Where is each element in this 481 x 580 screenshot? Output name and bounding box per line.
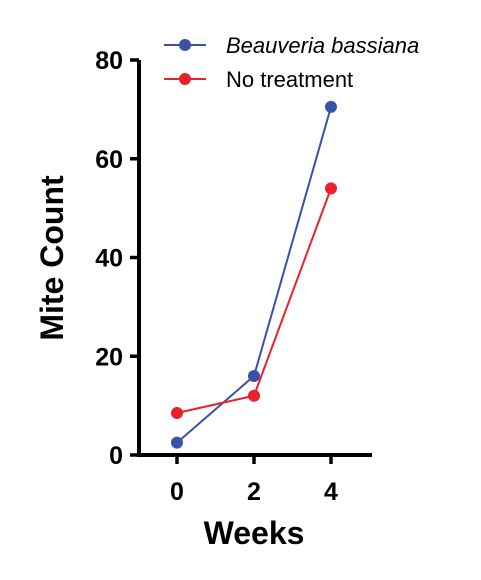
data-point-beauveria-bassiana bbox=[248, 370, 260, 382]
legend-item-beauveria: Beauveria bassiana bbox=[164, 33, 419, 58]
y-tick-label: 60 bbox=[95, 146, 123, 174]
legend-label-no-treatment: No treatment bbox=[226, 67, 353, 92]
y-tick-label: 20 bbox=[95, 343, 123, 371]
data-point-beauveria-bassiana bbox=[325, 100, 337, 113]
legend-item-no-treatment: No treatment bbox=[164, 67, 353, 92]
y-axis-ticks: 0 20 40 60 80 bbox=[95, 47, 139, 470]
legend-marker-beauveria bbox=[179, 39, 191, 51]
data-point-beauveria-bassiana bbox=[171, 436, 183, 449]
x-tick-label: 0 bbox=[170, 478, 184, 506]
legend: Beauveria bassiana No treatment bbox=[164, 33, 419, 92]
y-axis-title: Mite Count bbox=[34, 175, 70, 341]
y-tick-label: 80 bbox=[95, 47, 123, 75]
data-point-no-treatment bbox=[171, 407, 183, 420]
legend-label-beauveria: Beauveria bassiana bbox=[226, 33, 419, 58]
x-axis-title: Weeks bbox=[204, 515, 305, 551]
x-tick-label: 2 bbox=[247, 478, 261, 506]
data-point-no-treatment bbox=[325, 182, 337, 195]
plot-area bbox=[171, 100, 337, 449]
y-tick-label: 40 bbox=[95, 245, 123, 273]
x-axis-ticks: 0 2 4 bbox=[170, 455, 338, 506]
y-tick-label: 0 bbox=[109, 442, 123, 470]
x-tick-label: 4 bbox=[324, 478, 338, 506]
data-point-no-treatment bbox=[248, 389, 260, 402]
legend-marker-no-treatment bbox=[179, 73, 191, 85]
